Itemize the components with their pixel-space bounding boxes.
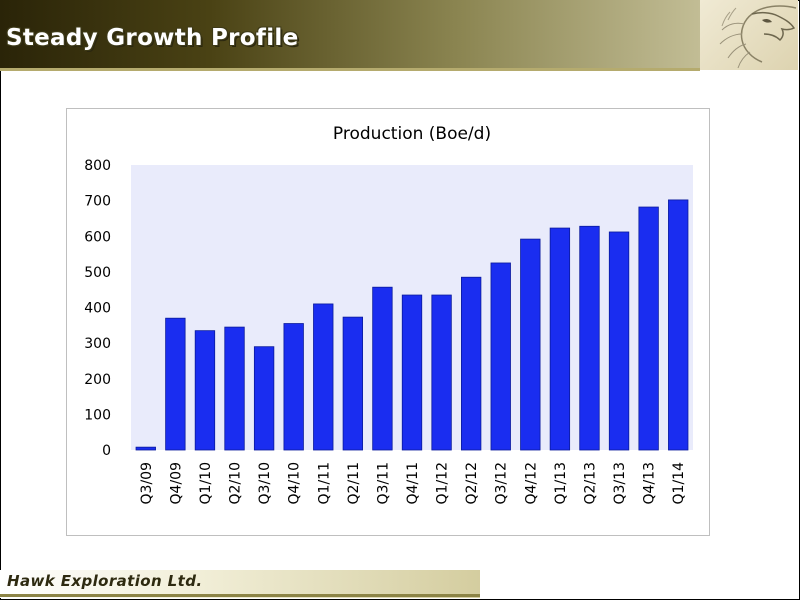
x-tick-label: Q4/11 — [405, 462, 421, 504]
x-tick-label: Q1/13 — [553, 462, 569, 504]
x-tick-label: Q4/09 — [168, 462, 184, 504]
bar — [253, 346, 275, 451]
bar — [638, 206, 659, 451]
chart-title: Production (Boe/d) — [333, 124, 491, 144]
x-tick-label: Q1/12 — [435, 462, 451, 504]
chart-container: Production (Boe/d) 0 100 200 300 400 500 600 70… — [66, 108, 710, 536]
bar — [520, 238, 541, 451]
bar — [431, 294, 452, 451]
bar — [549, 227, 571, 451]
bar — [283, 323, 304, 451]
y-tick-label: 600 — [84, 229, 111, 245]
x-tick-label: Q3/11 — [375, 462, 391, 504]
y-tick-label: 700 — [84, 194, 111, 210]
header-band — [0, 0, 700, 68]
x-tick-label: Q1/14 — [671, 462, 687, 505]
eagle-head-icon — [719, 5, 797, 69]
bar — [460, 276, 482, 451]
company-name: Hawk Exploration Ltd. — [7, 572, 203, 590]
x-tick-label: Q4/12 — [523, 462, 539, 504]
y-tick-label: 300 — [84, 336, 111, 352]
header-divider — [0, 68, 700, 71]
bar — [194, 330, 216, 451]
x-tick-label: Q3/13 — [612, 462, 628, 504]
y-tick-label: 100 — [84, 407, 111, 423]
x-axis: Q3/09 Q4/09 Q1/10 Q2/10 Q3/10 Q4/10 Q1/11 Q2/11… — [139, 462, 687, 505]
bar-series — [135, 199, 689, 451]
bar — [401, 294, 423, 451]
y-tick-label: 800 — [84, 158, 111, 174]
bar — [668, 199, 689, 451]
x-tick-label: Q2/10 — [228, 462, 244, 504]
logo-box — [700, 0, 798, 70]
bar — [224, 326, 245, 451]
x-tick-label: Q2/11 — [346, 462, 362, 504]
y-tick-label: 200 — [84, 372, 111, 388]
bar — [490, 262, 511, 451]
y-tick-label: 400 — [84, 301, 111, 317]
x-tick-label: Q4/10 — [287, 462, 303, 504]
bar — [372, 286, 393, 451]
x-tick-label: Q2/12 — [464, 462, 480, 504]
y-tick-label: 500 — [84, 265, 111, 281]
x-tick-label: Q3/09 — [139, 462, 155, 504]
y-tick-label: 0 — [102, 443, 111, 459]
bar — [165, 317, 186, 451]
bar — [313, 303, 334, 451]
x-tick-label: Q3/12 — [494, 462, 510, 504]
production-bar-chart: Production (Boe/d) 0 100 200 300 400 500 600 70… — [84, 124, 693, 505]
x-tick-label: Q2/13 — [582, 462, 598, 504]
x-tick-label: Q1/11 — [316, 462, 332, 504]
bar — [135, 446, 156, 451]
bar — [342, 316, 364, 451]
bar — [579, 225, 600, 451]
x-tick-label: Q1/10 — [198, 462, 214, 504]
x-tick-label: Q3/10 — [257, 462, 273, 504]
y-axis: 0 100 200 300 400 500 600 700 800 — [84, 158, 111, 459]
footer-band — [0, 570, 480, 598]
x-tick-label: Q4/13 — [642, 462, 658, 504]
footer-divider — [0, 594, 480, 597]
page-title: Steady Growth Profile — [6, 25, 299, 51]
bar — [608, 231, 630, 451]
